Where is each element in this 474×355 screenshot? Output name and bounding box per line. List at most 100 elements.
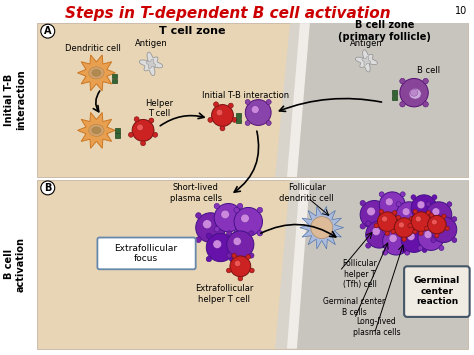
Circle shape <box>220 237 226 242</box>
Circle shape <box>214 203 219 209</box>
Circle shape <box>221 210 229 219</box>
Circle shape <box>411 195 437 221</box>
Circle shape <box>437 223 445 230</box>
Circle shape <box>379 192 405 218</box>
Circle shape <box>415 216 421 222</box>
Circle shape <box>452 217 457 222</box>
Text: Initial T-B
interaction: Initial T-B interaction <box>4 69 26 130</box>
Circle shape <box>396 202 422 228</box>
Circle shape <box>388 221 393 226</box>
Circle shape <box>249 268 254 273</box>
Circle shape <box>439 224 444 229</box>
Circle shape <box>431 217 457 242</box>
Circle shape <box>214 203 243 232</box>
Circle shape <box>249 253 254 258</box>
Circle shape <box>445 226 449 230</box>
Circle shape <box>214 102 219 107</box>
Circle shape <box>220 126 225 131</box>
Circle shape <box>417 201 425 209</box>
FancyBboxPatch shape <box>37 23 468 177</box>
Ellipse shape <box>409 88 421 99</box>
Circle shape <box>245 121 250 126</box>
Circle shape <box>383 228 410 255</box>
Circle shape <box>374 223 379 228</box>
Circle shape <box>245 99 250 104</box>
Circle shape <box>149 118 154 123</box>
Circle shape <box>400 213 405 218</box>
Circle shape <box>383 228 388 233</box>
Circle shape <box>428 215 446 234</box>
Circle shape <box>383 224 389 229</box>
Text: Long-lived
plasma cells: Long-lived plasma cells <box>353 317 400 337</box>
Circle shape <box>413 229 417 234</box>
Circle shape <box>394 218 414 237</box>
Circle shape <box>206 233 211 239</box>
Polygon shape <box>78 55 115 91</box>
Circle shape <box>216 109 223 116</box>
Circle shape <box>411 216 416 221</box>
Circle shape <box>435 234 439 238</box>
Circle shape <box>311 217 333 239</box>
Circle shape <box>392 211 397 215</box>
FancyBboxPatch shape <box>404 266 470 317</box>
Circle shape <box>246 255 251 259</box>
Circle shape <box>227 231 254 258</box>
Polygon shape <box>275 180 310 349</box>
Circle shape <box>400 78 428 107</box>
Circle shape <box>379 192 384 197</box>
Circle shape <box>431 219 437 225</box>
Polygon shape <box>285 180 468 349</box>
Text: Germinal
center
reaction: Germinal center reaction <box>414 276 460 306</box>
Text: T cell zone: T cell zone <box>159 26 226 36</box>
Circle shape <box>237 203 243 209</box>
Circle shape <box>214 226 219 232</box>
Circle shape <box>383 250 388 255</box>
Circle shape <box>137 124 143 131</box>
Circle shape <box>377 212 397 231</box>
FancyBboxPatch shape <box>115 128 120 133</box>
Ellipse shape <box>92 69 101 76</box>
Circle shape <box>372 227 380 235</box>
FancyBboxPatch shape <box>236 113 241 118</box>
Circle shape <box>396 223 401 228</box>
Circle shape <box>426 223 431 228</box>
Circle shape <box>196 213 201 218</box>
Circle shape <box>128 132 133 137</box>
Circle shape <box>367 207 375 216</box>
Circle shape <box>388 243 393 248</box>
Text: Steps in T-dependent B cell activation: Steps in T-dependent B cell activation <box>64 6 390 21</box>
Polygon shape <box>287 23 310 177</box>
Text: Dendritic cell: Dendritic cell <box>65 44 121 53</box>
Text: Antigen: Antigen <box>350 39 383 48</box>
FancyBboxPatch shape <box>37 180 468 349</box>
Circle shape <box>396 223 401 228</box>
Circle shape <box>385 231 390 235</box>
Circle shape <box>429 213 434 217</box>
Circle shape <box>234 207 263 236</box>
Circle shape <box>196 213 226 242</box>
Circle shape <box>408 223 412 228</box>
Ellipse shape <box>410 89 418 96</box>
Polygon shape <box>139 52 163 76</box>
Circle shape <box>426 202 431 207</box>
Circle shape <box>213 240 221 248</box>
Circle shape <box>411 195 416 200</box>
FancyBboxPatch shape <box>392 96 397 100</box>
Circle shape <box>141 141 146 146</box>
Circle shape <box>423 78 428 84</box>
Circle shape <box>366 221 393 248</box>
Polygon shape <box>275 23 310 177</box>
Circle shape <box>422 247 427 252</box>
Circle shape <box>227 268 231 273</box>
FancyBboxPatch shape <box>111 73 117 78</box>
Circle shape <box>206 256 211 262</box>
Polygon shape <box>362 56 371 65</box>
Circle shape <box>418 246 423 251</box>
Circle shape <box>211 105 233 126</box>
FancyBboxPatch shape <box>111 79 117 83</box>
Circle shape <box>426 202 452 228</box>
Circle shape <box>365 243 371 248</box>
Circle shape <box>391 229 395 234</box>
Text: Initial T-B interaction: Initial T-B interaction <box>202 91 289 100</box>
Circle shape <box>417 223 422 228</box>
